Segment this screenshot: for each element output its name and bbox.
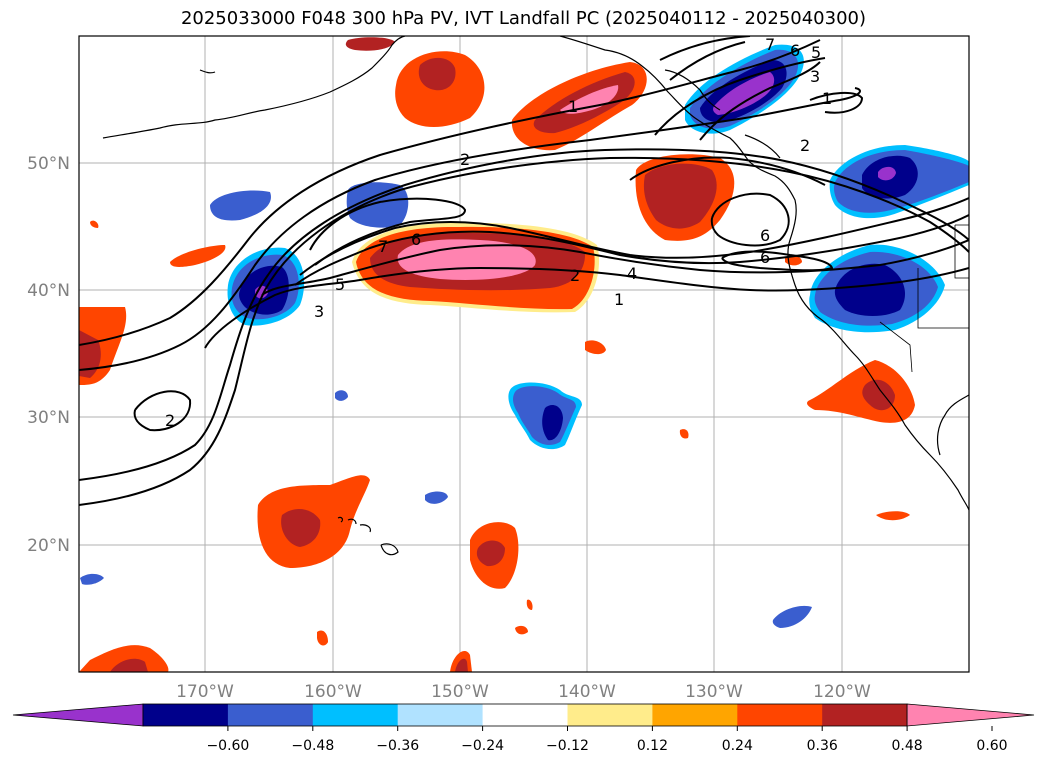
colorbar-segment: [482, 704, 568, 726]
colorbar-segment: [567, 704, 653, 726]
contour-label: 6: [790, 41, 800, 60]
colorbar-frame: [142, 703, 908, 727]
map-title: 2025033000 F048 300 hPa PV, IVT Landfall…: [180, 8, 867, 29]
contour-label: 2: [165, 411, 175, 430]
contour-label: 7: [378, 237, 388, 256]
contour-label: 1: [568, 97, 578, 116]
latitude-labels: 50°N 40°N 30°N 20°N: [27, 154, 70, 556]
contour-labels: 2 1 2 1 3 5 6 7 6 7 5 3 2 2 4 1 6 6: [165, 35, 832, 430]
colorbar-segment: [143, 704, 229, 726]
contour-label: 3: [314, 302, 324, 321]
colorbar: −0.60 −0.48 −0.36 −0.24 −0.12 0.12 0.24 0.36 0.4…: [12, 703, 1035, 754]
contour-label: 3: [810, 67, 820, 86]
contour-label: 2: [800, 136, 810, 155]
contour-label: 1: [614, 290, 624, 309]
lon-label: 140°W: [558, 682, 616, 702]
colorbar-tick-label: −0.12: [546, 738, 589, 754]
lat-label: 20°N: [27, 536, 70, 556]
colorbar-tick-label: −0.24: [461, 738, 504, 754]
colorbar-segment: [737, 704, 823, 726]
colorbar-segment: [312, 704, 399, 726]
contour-label: 6: [760, 248, 770, 267]
colorbar-tick-label: 0.12: [637, 738, 668, 754]
colorbar-segment: [822, 704, 908, 726]
contour-label: 6: [760, 226, 770, 245]
contour-label: 1: [822, 89, 832, 108]
colorbar-tick-label: 0.36: [807, 738, 838, 754]
lat-label: 30°N: [27, 408, 70, 428]
colorbar-tick-label: −0.48: [291, 738, 334, 754]
contour-label: 7: [765, 35, 775, 54]
lat-label: 40°N: [27, 281, 70, 301]
colorbar-tick-label: 0.24: [722, 738, 753, 754]
colorbar-tick-label: −0.60: [206, 738, 249, 754]
colorbar-extend-max: [906, 703, 1035, 727]
ivt-contours: [79, 36, 969, 506]
contour-label: 2: [460, 150, 470, 169]
lon-label: 160°W: [304, 682, 362, 702]
colorbar-tick-label: 0.48: [892, 738, 923, 754]
contour-label: 6: [411, 230, 421, 249]
contour-label: 5: [811, 43, 821, 62]
colorbar-tick-label: 0.60: [976, 738, 1007, 754]
map-frame: [78, 35, 970, 673]
state-borders: [879, 224, 969, 373]
lon-label: 130°W: [685, 682, 743, 702]
lon-label: 150°W: [431, 682, 489, 702]
lat-label: 50°N: [27, 154, 70, 174]
lon-label: 120°W: [813, 682, 871, 702]
longitude-labels: 170°W 160°W 150°W 140°W 130°W 120°W: [176, 682, 871, 702]
lon-label: 170°W: [176, 682, 234, 702]
colorbar-segment: [227, 704, 314, 726]
contour-label: 2: [570, 266, 580, 285]
colorbar-extend-min: [12, 703, 144, 727]
colorbar-tick-label: −0.36: [376, 738, 419, 754]
colorbar-segment: [397, 704, 484, 726]
contour-label: 5: [335, 275, 345, 294]
colorbar-segment: [652, 704, 738, 726]
contour-label: 4: [627, 264, 637, 283]
